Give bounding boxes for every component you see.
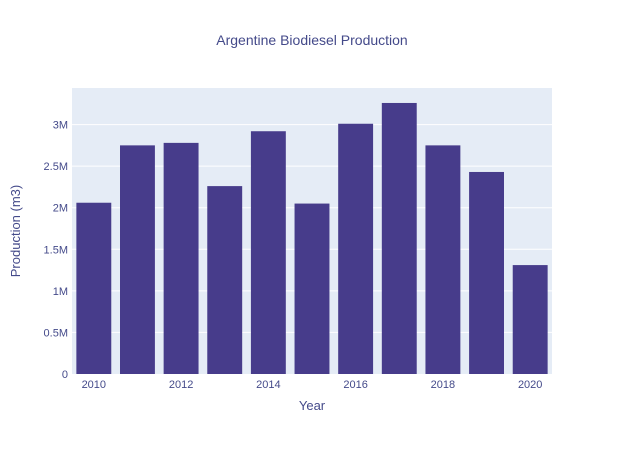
bar-2016[interactable]: [338, 123, 374, 374]
y-tick-label: 0: [62, 369, 68, 381]
x-axis-title: Year: [299, 398, 326, 413]
x-tick-labels: 2010 2012 2014 2016 2018 2020: [82, 379, 543, 391]
y-tick-label: 2M: [53, 203, 68, 215]
bar-2014[interactable]: [250, 131, 286, 374]
y-tick-labels: 0 0.5M 1M 1.5M 2M 2.5M 3M: [44, 120, 68, 381]
bar-2012[interactable]: [163, 142, 199, 374]
x-tick-label: 2014: [256, 379, 280, 391]
x-tick-label: 2012: [169, 379, 193, 391]
y-tick-label: 1M: [53, 286, 68, 298]
x-tick-label: 2020: [518, 379, 542, 391]
bar-2018[interactable]: [425, 145, 461, 374]
x-tick-label: 2018: [431, 379, 455, 391]
bars: [76, 102, 548, 374]
x-tick-label: 2010: [82, 379, 106, 391]
y-tick-label: 0.5M: [44, 327, 68, 339]
x-tick-label: 2016: [343, 379, 367, 391]
bar-2013[interactable]: [207, 186, 243, 374]
bar-2011[interactable]: [120, 145, 155, 374]
y-tick-label: 1.5M: [44, 244, 68, 256]
chart-title: Argentine Biodiesel Production: [216, 32, 407, 48]
bar-2020[interactable]: [512, 265, 548, 374]
bar-2019[interactable]: [469, 171, 504, 374]
y-axis-title: Production (m3): [8, 185, 23, 277]
bar-2010[interactable]: [76, 202, 112, 374]
bar-2017[interactable]: [381, 102, 417, 374]
y-tick-label: 2.5M: [44, 161, 68, 173]
bar-2015[interactable]: [294, 203, 330, 374]
y-tick-label: 3M: [53, 120, 68, 132]
